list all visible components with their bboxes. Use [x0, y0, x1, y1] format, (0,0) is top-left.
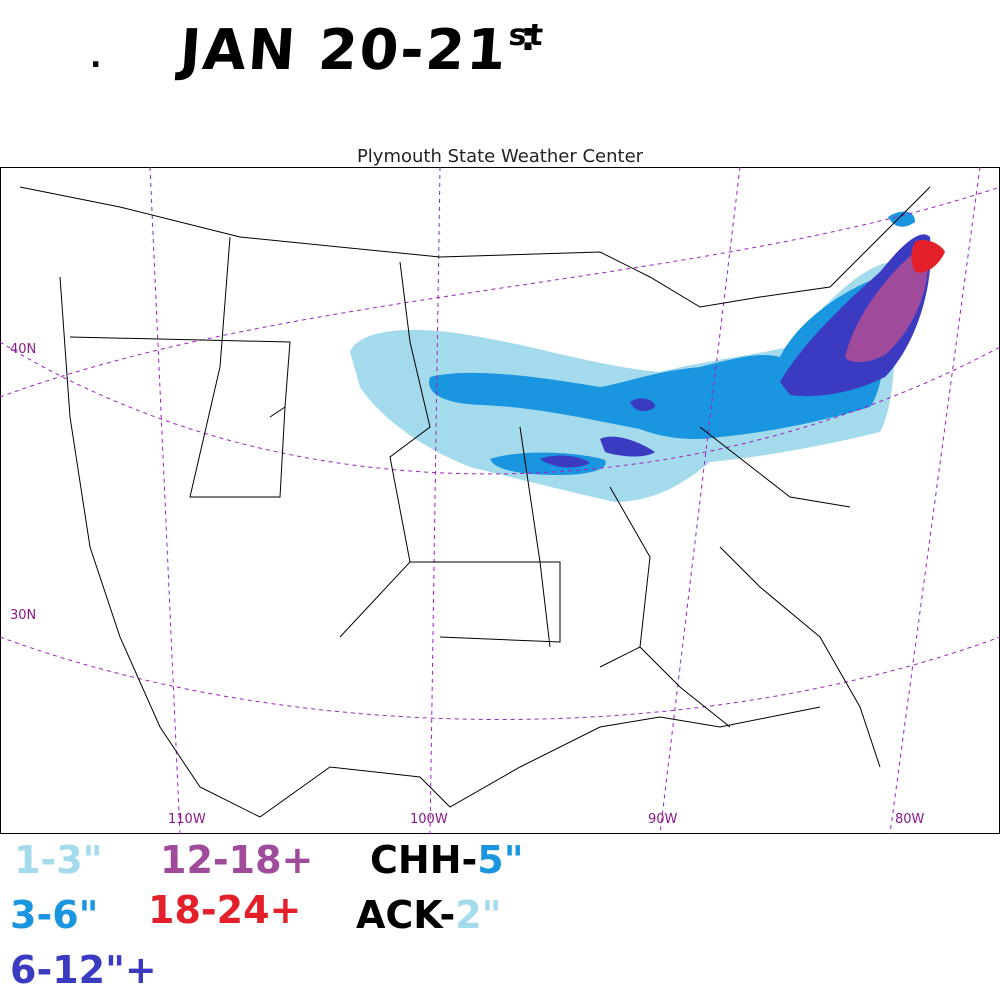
snowfall-map: 40N 30N 110W 100W 90W 80W	[0, 167, 1000, 834]
obs-ack-amount: 2"	[455, 893, 502, 937]
lon-label-90w: 90W	[648, 812, 678, 827]
obs-ack: ACK-2"	[356, 893, 501, 937]
snow-band-12-18	[845, 250, 929, 363]
legend-6-12: 6-12"+	[10, 948, 157, 992]
lat-label-30n: 30N	[10, 608, 36, 623]
map-border	[0, 167, 1000, 834]
state-boundaries	[19, 186, 931, 818]
obs-chh-dash: -	[461, 838, 478, 882]
lat-label-40n: 40N	[10, 342, 36, 357]
handwritten-title: JAN 20-21st	[178, 18, 546, 83]
obs-ack-dash: -	[439, 893, 456, 937]
lat-lon-grid	[0, 167, 1000, 834]
obs-chh-station: CHH	[370, 838, 462, 882]
legend-18-24: 18-24+	[148, 888, 302, 932]
lon-label-110w: 110W	[168, 812, 206, 827]
lon-label-100w: 100W	[410, 812, 448, 827]
obs-chh: CHH-5"	[370, 838, 524, 882]
obs-chh-amount: 5"	[477, 838, 524, 882]
obs-ack-station: ACK	[356, 893, 440, 937]
snow-band-18-24	[911, 240, 945, 273]
title-date: JAN 20-21	[177, 18, 510, 83]
legend-12-18: 12-18+	[160, 838, 314, 882]
map-header: Plymouth State Weather Center	[356, 146, 644, 167]
legend-3-6: 3-6"	[10, 893, 99, 937]
snow-band-1-3	[350, 262, 896, 502]
lon-label-80w: 80W	[895, 812, 925, 827]
title-colon: :	[520, 14, 538, 60]
stray-dot: .	[90, 40, 104, 75]
legend-1-3: 1-3"	[14, 838, 103, 882]
